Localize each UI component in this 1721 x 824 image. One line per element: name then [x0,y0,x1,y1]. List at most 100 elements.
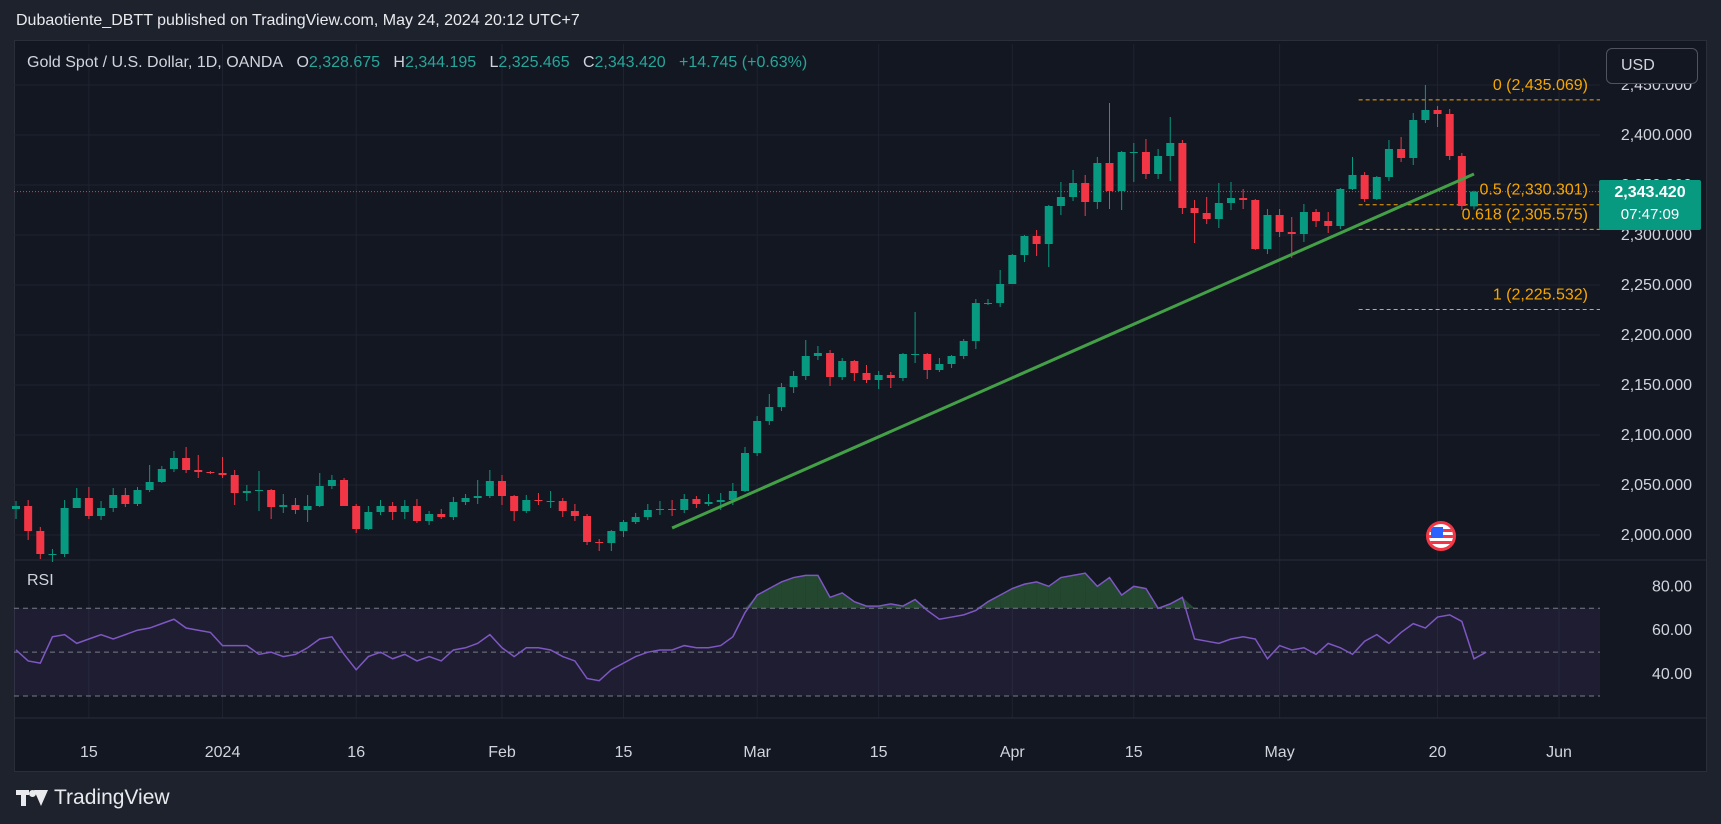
candle-body [1056,197,1065,206]
candle-body [1129,152,1138,153]
candle-body [133,490,142,504]
rsi-overbought-fill [1012,584,1025,609]
candle-body [607,531,616,543]
low-value: 2,325.465 [498,54,570,71]
fib-level-label: 0 (2,435.069) [1493,77,1588,94]
rsi-line [15,572,1487,682]
candle-body [1421,110,1430,120]
bar-countdown: 07:47:09 [1620,206,1680,223]
candle-body [789,376,798,387]
candle-body [473,496,482,498]
candle-body [242,491,251,493]
candle-body [1081,183,1090,202]
rsi-overbought-fill [1133,586,1146,609]
last-price-tag: 2,343.420 07:47:09 [1599,180,1701,230]
tradingview-logo-icon [16,788,48,808]
candle-body [777,387,786,407]
candle-body [704,502,713,504]
close-value: 2,343.420 [594,54,666,71]
candle-body [1263,215,1272,249]
time-tick-label: Feb [488,744,516,761]
chart-panel [14,40,1707,772]
candle-body [898,354,907,378]
candle-body [996,284,1005,303]
candle-body [194,470,203,472]
candle-body [437,514,446,517]
candle-body [72,498,81,508]
candle-body [570,511,579,516]
rsi-overbought-fill [1036,581,1049,609]
candle-body [1178,143,1187,208]
rsi-overbought-fill [988,595,1001,609]
open-value: 2,328.675 [308,54,381,71]
fib-level-label: 1 (2,225.532) [1493,286,1588,303]
time-tick-label: Mar [743,744,771,761]
tradingview-brand[interactable]: TradingView [16,786,170,810]
candle-body [340,480,349,506]
candle-body [1202,213,1211,219]
candle-body [935,364,944,370]
last-price-value: 2,343.420 [1614,184,1686,201]
candle-body [24,506,33,531]
rsi-tick-label: 60.00 [1652,622,1692,639]
brand-name: TradingView [54,786,170,809]
price-tick-label: 2,150.000 [1621,377,1692,394]
time-tick-label: May [1264,744,1294,761]
time-tick-label: 15 [870,744,888,761]
rsi-tick-label: 40.00 [1652,666,1692,683]
symbol-legend: Gold Spot / U.S. Dollar, 1D, OANDA O2,32… [27,54,807,72]
candle-body [169,458,178,469]
time-tick-label: 16 [347,744,365,761]
candle-body [1336,189,1345,226]
candle-body [1214,203,1223,219]
candle-body [1470,191,1478,207]
candle-body [1251,200,1260,249]
candle-body [1372,177,1381,199]
candle-body [1020,236,1029,255]
symbol-name[interactable]: Gold Spot / U.S. Dollar, 1D, OANDA [27,54,284,71]
candle-body [449,502,458,517]
candle-body [911,354,920,355]
candle-body [267,490,276,507]
rsi-overbought-fill [1060,575,1074,609]
rsi-overbought-fill [1097,577,1110,609]
rsi-overbought-fill [805,575,818,609]
time-tick-label: 15 [615,744,633,761]
candle-body [1299,212,1308,234]
candle-body [741,453,749,491]
rsi-label[interactable]: RSI [27,572,54,589]
publisher-line: Dubaotiente_DBTT published on TradingVie… [16,12,580,29]
candle-body [303,506,312,510]
candle-body [923,354,932,370]
candle-body [218,473,227,475]
rsi-overbought-fill [793,575,806,609]
candle-body [850,361,859,373]
candle-body [631,517,640,522]
candle-body [1239,198,1248,200]
candle-body [643,510,652,517]
candle-body [1044,206,1053,244]
candle-body [668,509,677,510]
candle-body [886,375,895,378]
currency-button[interactable]: USD [1606,48,1698,84]
candle-body [801,356,810,376]
candle-body [425,514,434,521]
candle-body [291,505,300,510]
time-tick-label: 15 [1125,744,1143,761]
candle-body [206,472,215,473]
candle-body [1227,198,1235,203]
time-tick-label: 2024 [205,744,241,761]
open-label: O [296,54,309,71]
rsi-overbought-fill [1121,586,1134,609]
rsi-overbought-fill [842,592,855,609]
candle-body [279,505,288,507]
us-flag-icon[interactable] [1426,521,1456,551]
candle-body [546,501,555,502]
candle-body [182,458,191,470]
candle-body [619,522,628,531]
time-tick-label: Jun [1546,744,1572,761]
candle-body [753,421,762,453]
candle-body [838,361,847,377]
candle-body [534,500,543,501]
